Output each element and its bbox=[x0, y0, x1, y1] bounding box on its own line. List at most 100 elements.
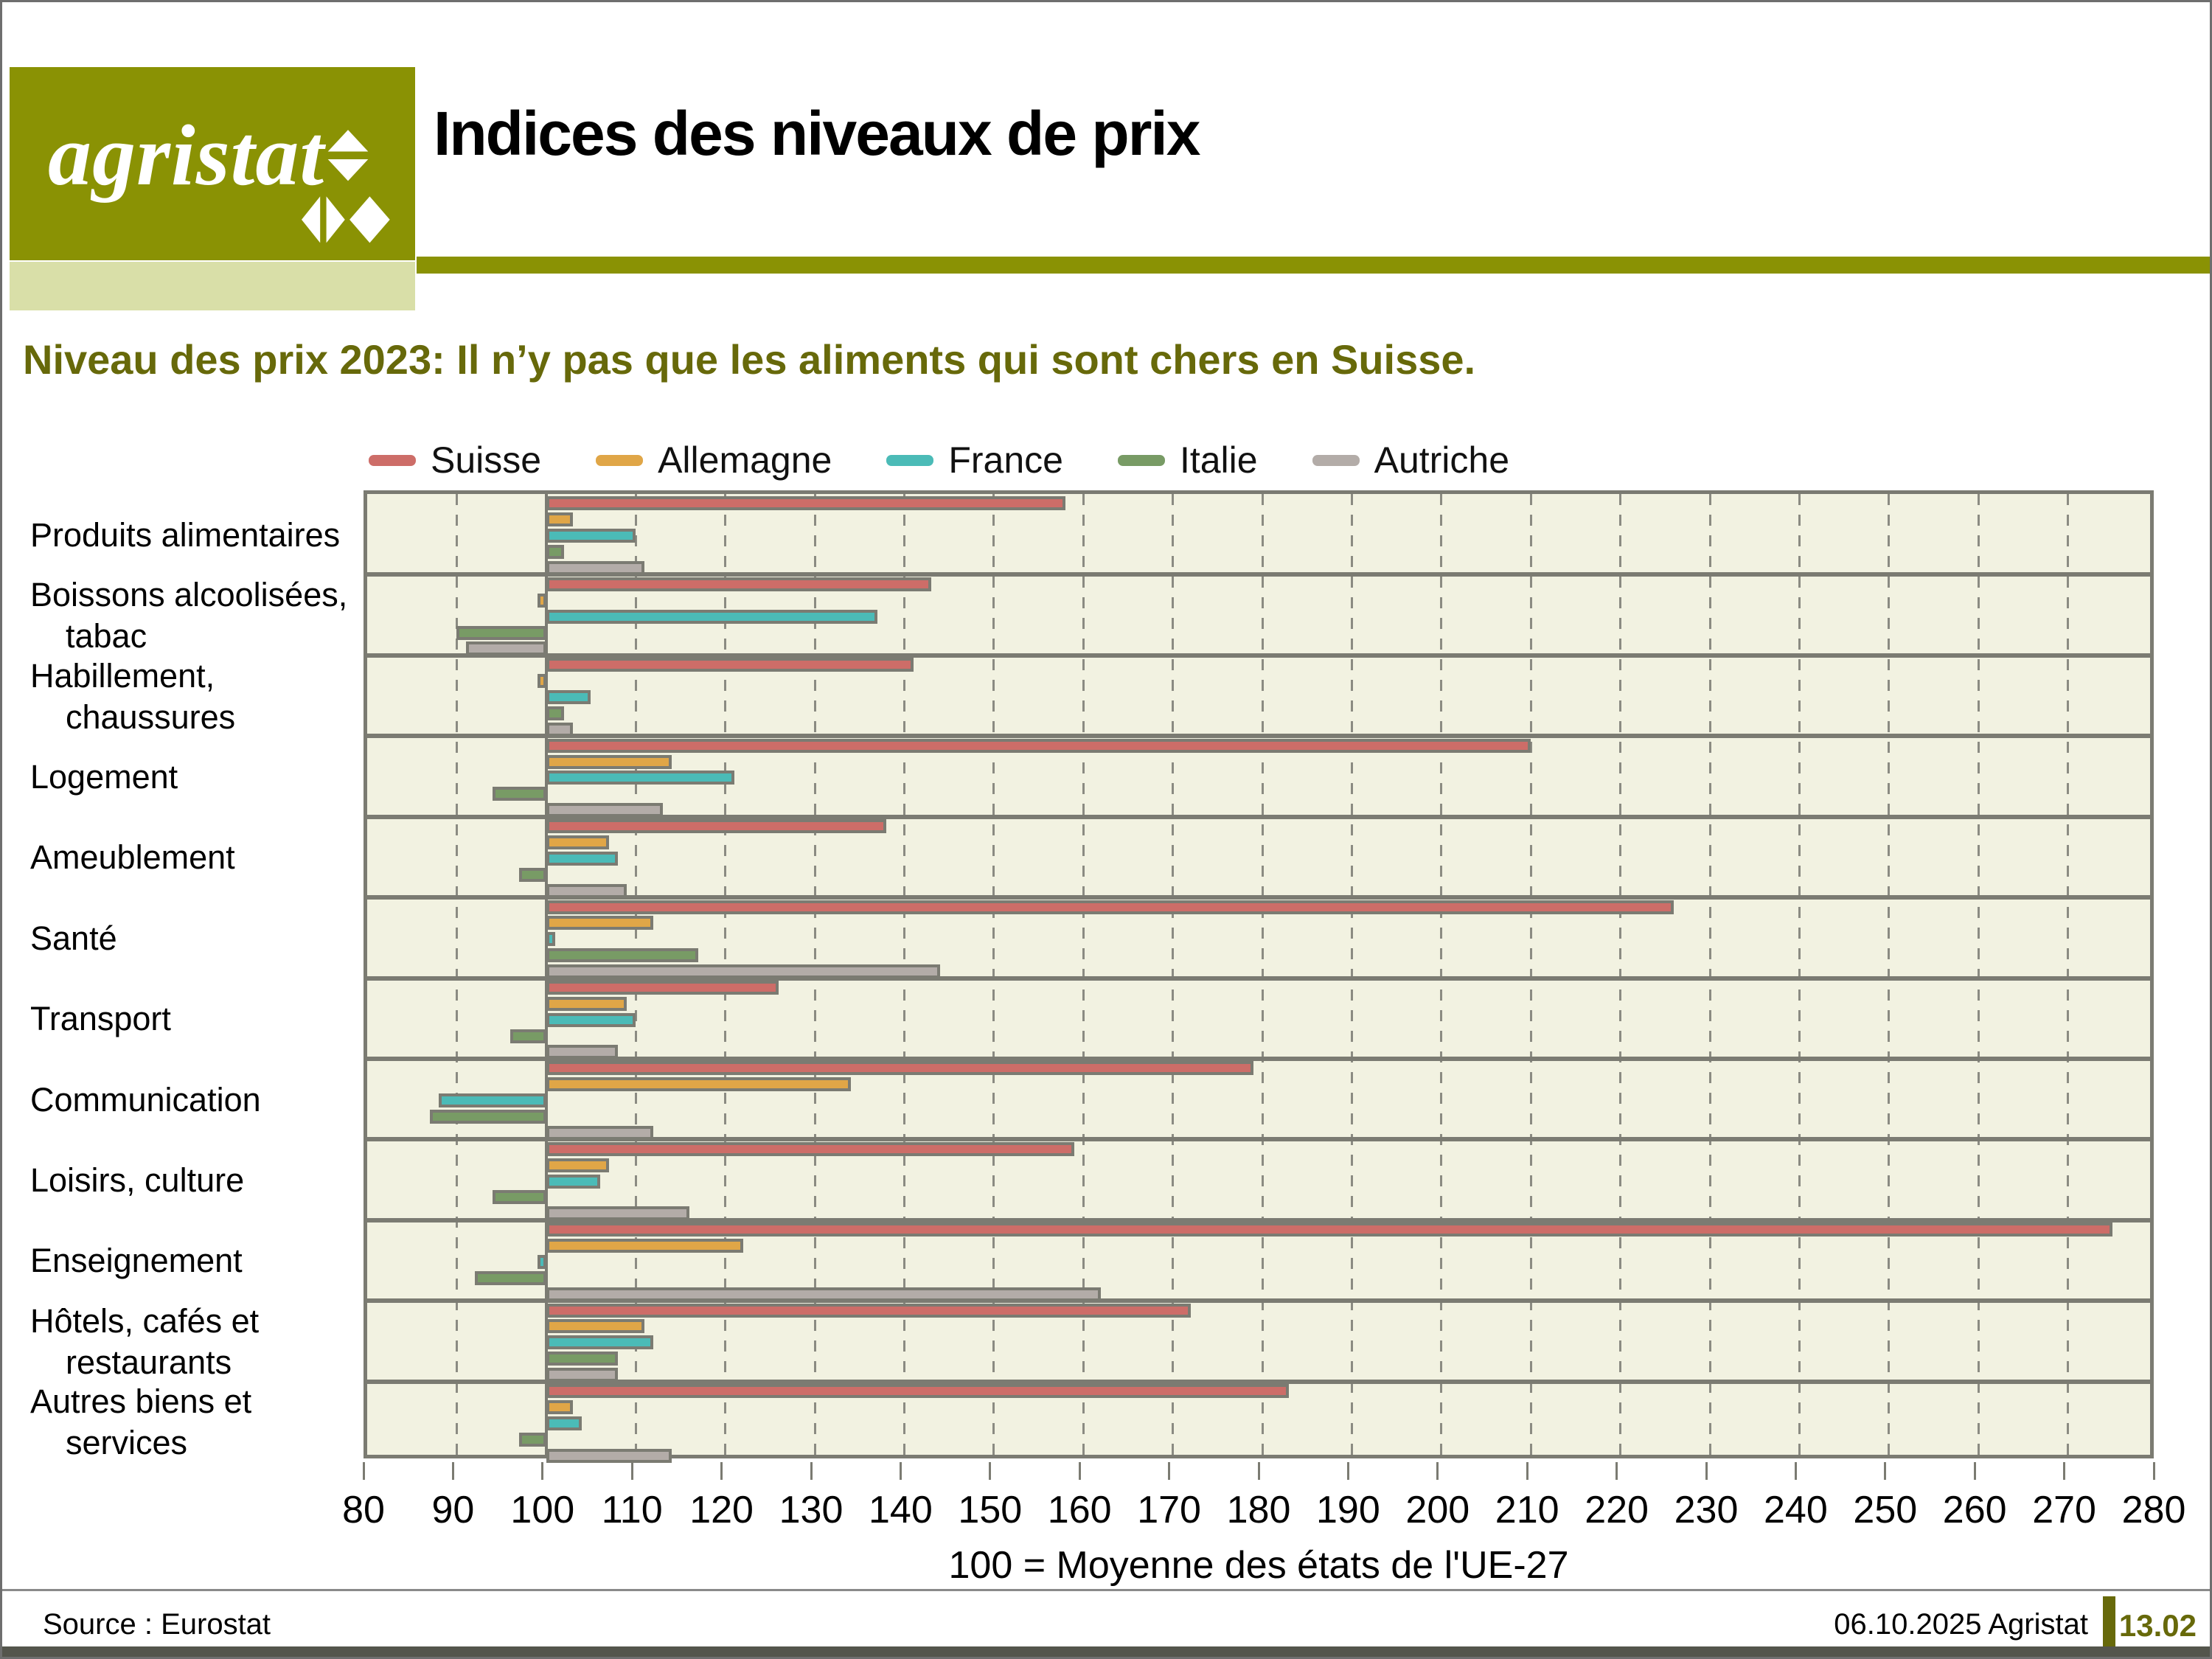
footer-source: Source : Eurostat bbox=[43, 1608, 271, 1641]
bar-autriche-11 bbox=[546, 1448, 672, 1463]
x-tick-label-250: 250 bbox=[1853, 1489, 1918, 1531]
bar-france-8 bbox=[546, 1174, 600, 1189]
category-label-2: Habillement, chaussures bbox=[30, 655, 358, 738]
gridline-200 bbox=[1440, 494, 1443, 1455]
category-label-line: Autres biens et bbox=[30, 1382, 252, 1421]
page-number-bar bbox=[2103, 1596, 2115, 1651]
gridline-260 bbox=[1977, 494, 1980, 1455]
category-label-line: Loisirs, culture bbox=[30, 1161, 245, 1200]
legend-item-italie: Italie bbox=[1117, 439, 1258, 481]
bar-suisse-0 bbox=[546, 496, 1065, 511]
legend-label: Allemagne bbox=[658, 439, 832, 481]
bar-france-1 bbox=[546, 609, 877, 624]
bar-italie-2 bbox=[546, 706, 565, 720]
x-tick-mark-130 bbox=[810, 1462, 813, 1480]
page-number: 13.02 bbox=[2118, 1608, 2197, 1643]
group-separator bbox=[367, 1056, 2150, 1061]
x-tick-label-200: 200 bbox=[1405, 1489, 1470, 1531]
legend-item-france: France bbox=[886, 439, 1063, 481]
bar-suisse-1 bbox=[546, 577, 931, 591]
bar-italie-8 bbox=[492, 1190, 546, 1205]
x-tick-mark-150 bbox=[989, 1462, 992, 1480]
bar-france-6 bbox=[546, 1012, 636, 1027]
x-tick-mark-100 bbox=[541, 1462, 544, 1480]
bar-italie-5 bbox=[546, 948, 699, 963]
category-label-6: Transport bbox=[30, 998, 358, 1040]
x-tick-label-90: 90 bbox=[431, 1489, 475, 1531]
gridline-160 bbox=[1082, 494, 1085, 1455]
agristat-diamonds-icon bbox=[302, 130, 390, 243]
category-label-7: Communication bbox=[30, 1079, 358, 1121]
bar-france-4 bbox=[546, 851, 618, 866]
bar-allemagne-0 bbox=[546, 512, 574, 527]
legend-label: France bbox=[948, 439, 1063, 481]
group-separator bbox=[367, 1217, 2150, 1222]
x-tick-mark-140 bbox=[899, 1462, 902, 1480]
agristat-logo: agristat bbox=[10, 67, 415, 260]
gridline-240 bbox=[1798, 494, 1801, 1455]
x-tick-label-260: 260 bbox=[1942, 1489, 2007, 1531]
gridline-180 bbox=[1261, 494, 1264, 1455]
bar-italie-10 bbox=[546, 1352, 618, 1366]
x-tick-mark-180 bbox=[1257, 1462, 1260, 1480]
footer-divider bbox=[2, 1589, 2210, 1591]
category-label-5: Santé bbox=[30, 918, 358, 959]
bar-allemagne-3 bbox=[546, 754, 672, 769]
legend-swatch-allemagne bbox=[596, 454, 644, 466]
x-tick-mark-220 bbox=[1615, 1462, 1618, 1480]
x-axis-title: 100 = Moyenne des états de l'UE-27 bbox=[948, 1544, 1569, 1587]
x-tick-mark-80 bbox=[362, 1462, 365, 1480]
legend-item-autriche: Autriche bbox=[1312, 439, 1509, 481]
bar-france-9 bbox=[537, 1254, 546, 1269]
bar-allemagne-10 bbox=[546, 1319, 645, 1334]
bar-allemagne-1 bbox=[537, 593, 546, 608]
legend-swatch-autriche bbox=[1312, 454, 1360, 466]
chart-plot-area bbox=[364, 490, 2154, 1463]
x-tick-mark-170 bbox=[1168, 1462, 1171, 1480]
x-tick-label-120: 120 bbox=[689, 1489, 754, 1531]
group-separator bbox=[367, 572, 2150, 577]
bar-allemagne-5 bbox=[546, 916, 654, 931]
bar-allemagne-6 bbox=[546, 996, 627, 1011]
category-label-1: Boissons alcoolisées, tabac bbox=[30, 574, 358, 657]
bar-italie-4 bbox=[519, 867, 546, 882]
category-label-line: Transport bbox=[30, 1000, 171, 1038]
bar-suisse-8 bbox=[546, 1141, 1075, 1156]
x-tick-mark-110 bbox=[630, 1462, 633, 1480]
category-label-line: restaurants bbox=[66, 1343, 232, 1381]
x-tick-mark-190 bbox=[1346, 1462, 1349, 1480]
group-separator bbox=[367, 975, 2150, 981]
page-title: Indices des niveaux de prix bbox=[434, 99, 1200, 168]
bar-france-3 bbox=[546, 771, 734, 785]
x-tick-label-220: 220 bbox=[1585, 1489, 1649, 1531]
bar-suisse-5 bbox=[546, 900, 1674, 914]
x-tick-label-240: 240 bbox=[1764, 1489, 1828, 1531]
gridline-90 bbox=[455, 494, 458, 1455]
bar-allemagne-4 bbox=[546, 835, 609, 849]
x-tick-mark-280 bbox=[2152, 1462, 2155, 1480]
x-tick-label-210: 210 bbox=[1495, 1489, 1559, 1531]
group-separator bbox=[367, 814, 2150, 819]
category-label-10: Hôtels, cafés et restaurants bbox=[30, 1301, 358, 1383]
bar-suisse-11 bbox=[546, 1384, 1290, 1399]
bar-suisse-6 bbox=[546, 980, 779, 995]
x-tick-mark-240 bbox=[1794, 1462, 1797, 1480]
x-tick-label-130: 130 bbox=[779, 1489, 844, 1531]
category-label-line: Hôtels, cafés et bbox=[30, 1301, 260, 1340]
x-tick-label-100: 100 bbox=[510, 1489, 575, 1531]
category-axis-labels: Produits alimentaires Boissons alcoolisée… bbox=[30, 490, 358, 1462]
header-olive-band bbox=[417, 257, 2210, 274]
bar-allemagne-2 bbox=[537, 674, 546, 689]
x-tick-label-160: 160 bbox=[1047, 1489, 1112, 1531]
bar-france-5 bbox=[546, 932, 555, 947]
category-label-line: Enseignement bbox=[30, 1242, 243, 1280]
bottom-strip bbox=[2, 1646, 2210, 1657]
bar-suisse-9 bbox=[546, 1222, 2113, 1237]
bar-italie-0 bbox=[546, 545, 565, 560]
x-tick-mark-230 bbox=[1705, 1462, 1708, 1480]
x-tick-mark-250 bbox=[1884, 1462, 1887, 1480]
x-tick-label-280: 280 bbox=[2121, 1489, 2186, 1531]
bar-france-10 bbox=[546, 1335, 654, 1350]
x-tick-mark-200 bbox=[1436, 1462, 1439, 1480]
